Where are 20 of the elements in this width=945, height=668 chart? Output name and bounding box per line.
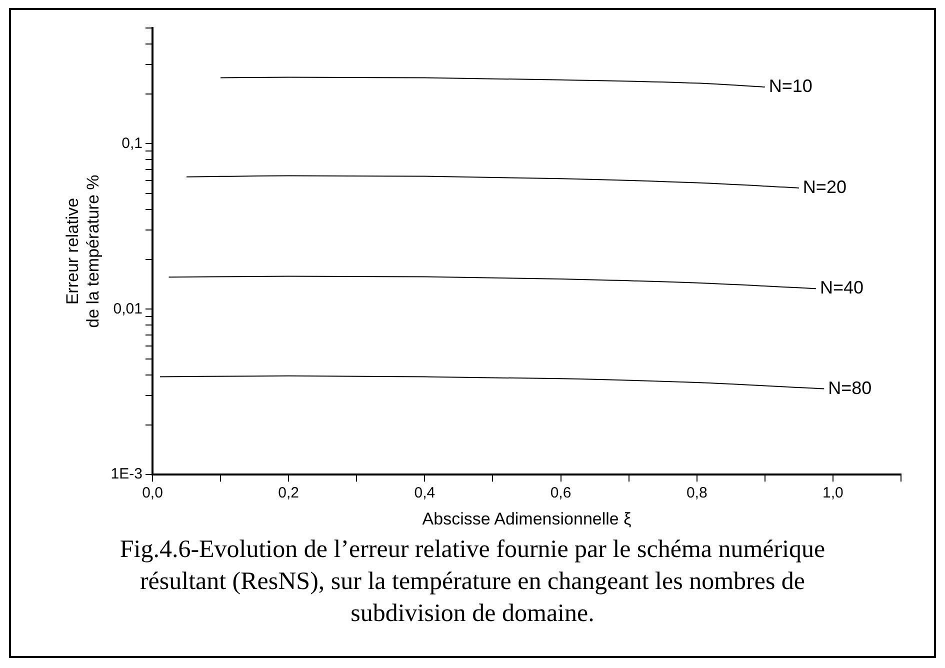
- x-tick-label: 0,2: [278, 484, 300, 502]
- y-tick-label: 1E-3: [110, 466, 142, 483]
- caption: Fig.4.6-Evolution de l’erreur relative fournie par le schéma numérique résultant (ResNS), sur la température en changeant les nombres de subdivision de domaine.: [118, 535, 826, 629]
- series-label: N=10: [768, 76, 812, 96]
- y-axis-title: Erreur relative de la température %: [62, 174, 102, 328]
- x-axis-title: Abscisse Adimensionnelle ξ: [422, 509, 632, 528]
- x-tick-label: 0,4: [414, 484, 436, 502]
- y-tick-label: 0,1: [122, 134, 142, 152]
- line-series: [159, 375, 825, 390]
- line-series: [168, 276, 816, 290]
- y-tick-label: 0,01: [113, 300, 142, 318]
- line-series: [186, 175, 800, 188]
- x-tick-label: 0,6: [550, 484, 572, 502]
- series-label: N=20: [802, 176, 846, 197]
- x-tick-label: 0,0: [142, 484, 163, 502]
- x-tick-label: 1,0: [822, 484, 844, 502]
- line-series: [220, 76, 766, 88]
- x-tick-label: 0,8: [686, 484, 708, 502]
- series-label: N=80: [828, 378, 872, 398]
- series-label: N=40: [820, 278, 864, 298]
